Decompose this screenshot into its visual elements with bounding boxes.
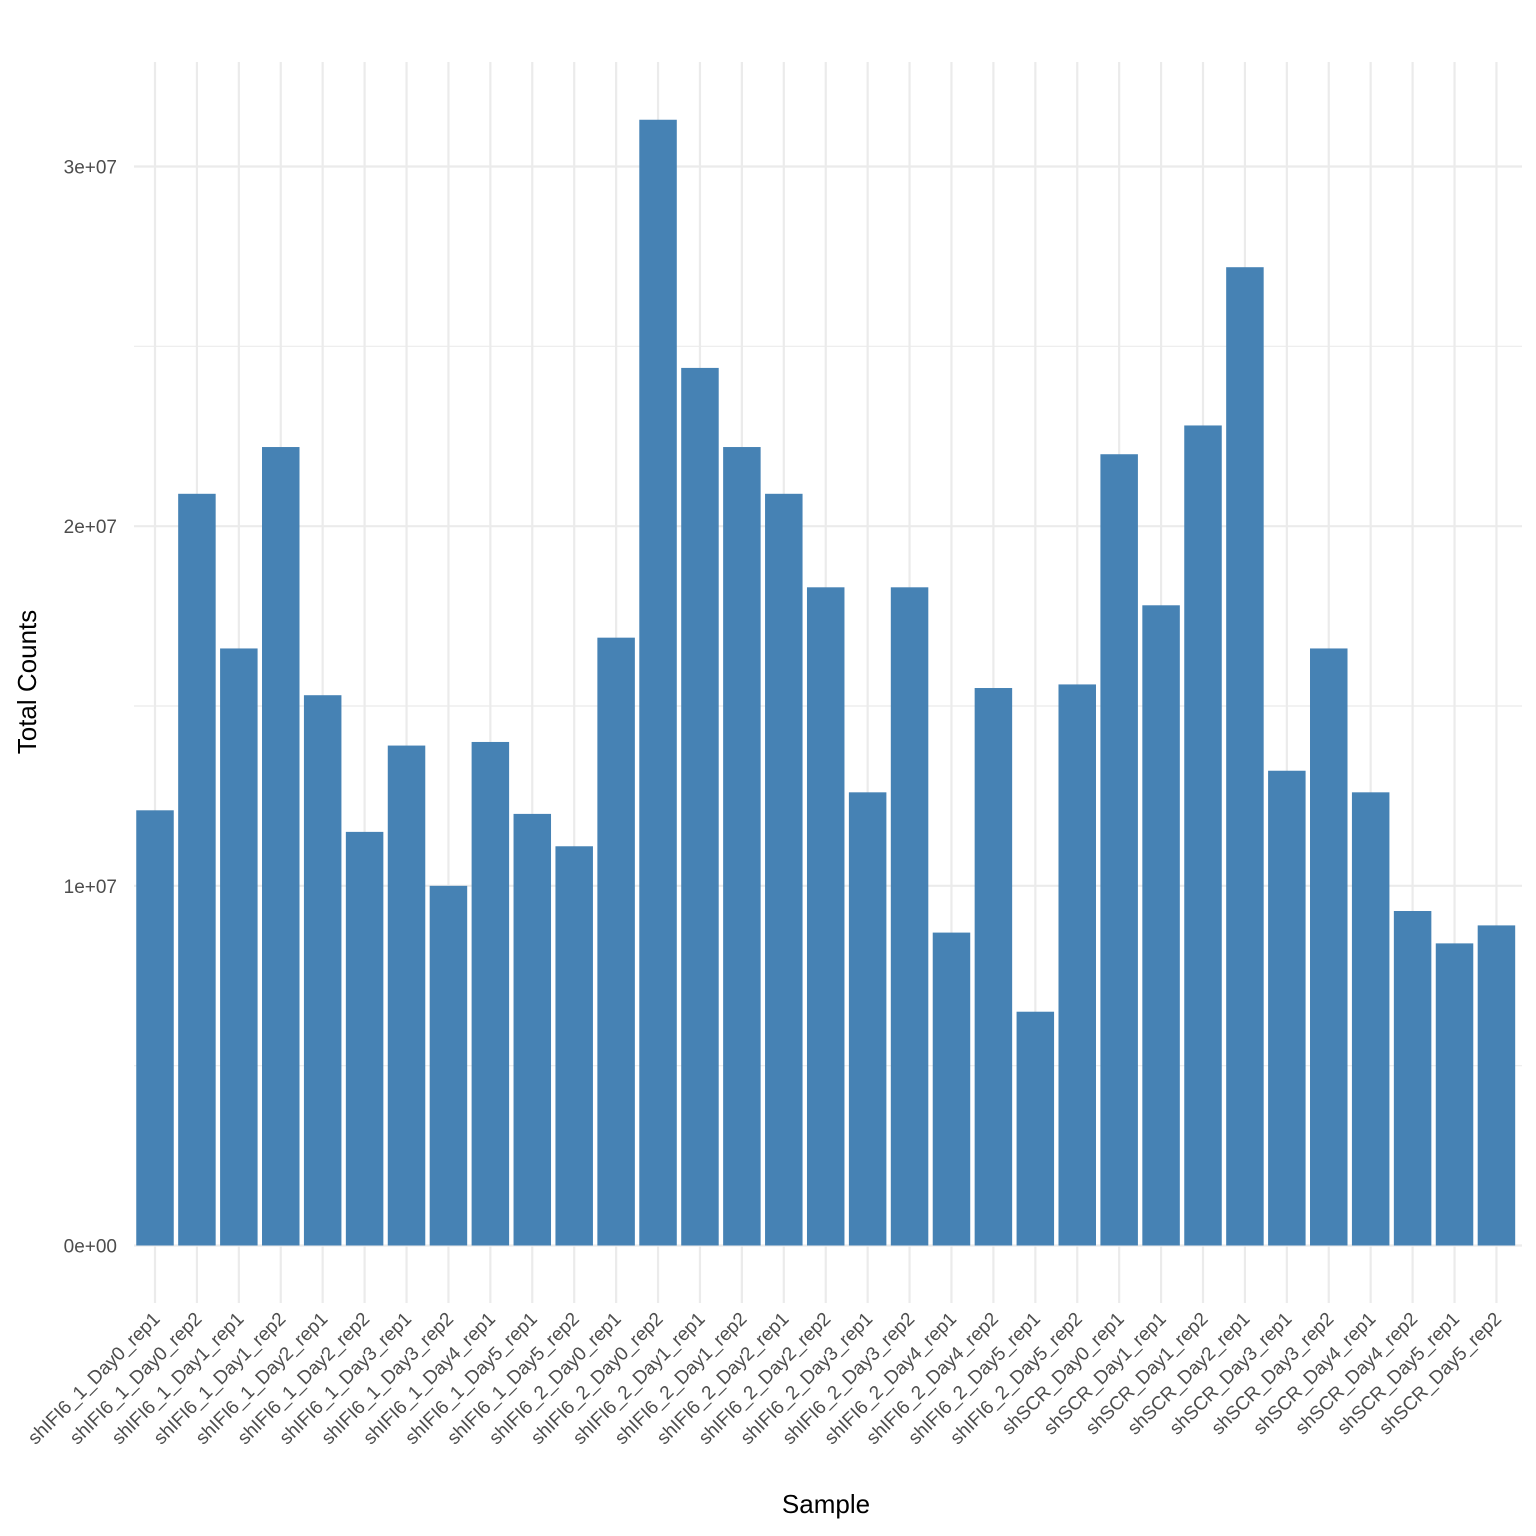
bar-shSCR_Day4_rep2 [1393, 911, 1432, 1246]
y-axis-title: Total Counts [12, 610, 42, 755]
bar-shIFI6_1_Day5_rep2 [555, 846, 593, 1246]
y-axis-ticks: 0e+00 1e+07 2e+07 3e+07 [64, 158, 117, 1258]
bar-shIFI6_1_Day1_rep1 [220, 648, 258, 1246]
bar-shIFI6_2_Day4_rep1 [932, 932, 971, 1246]
bar-shIFI6_2_Day1_rep1 [681, 367, 719, 1246]
bar-shIFI6_1_Day4_rep1 [471, 741, 510, 1246]
bar-shSCR_Day3_rep1 [1268, 770, 1306, 1246]
bar-shIFI6_2_Day5_rep1 [1016, 1011, 1055, 1246]
bar-shIFI6_1_Day0_rep2 [178, 493, 216, 1246]
bar-shSCR_Day5_rep1 [1435, 943, 1474, 1246]
bar-shIFI6_1_Day2_rep2 [345, 831, 384, 1246]
x-axis-ticks: shIFI6_1_Day0_rep1shIFI6_1_Day0_rep2shIF… [24, 1309, 1506, 1449]
bar-shSCR_Day5_rep2 [1477, 925, 1516, 1246]
bar-shIFI6_1_Day0_rep1 [136, 810, 174, 1246]
bar-shSCR_Day4_rep1 [1351, 792, 1390, 1246]
bar-shIFI6_2_Day3_rep2 [890, 587, 929, 1246]
bar-shIFI6_1_Day3_rep1 [387, 745, 426, 1246]
bar-shIFI6_1_Day3_rep2 [429, 885, 468, 1246]
bar-shSCR_Day2_rep1 [1226, 267, 1264, 1246]
bar-shIFI6_1_Day2_rep1 [303, 695, 342, 1246]
bar-shIFI6_1_Day5_rep1 [513, 813, 552, 1246]
y-tick-label: 2e+07 [64, 517, 117, 538]
bar-shIFI6_2_Day2_rep2 [806, 587, 845, 1246]
bar-shIFI6_2_Day3_rep1 [848, 792, 887, 1246]
bar-shIFI6_2_Day0_rep1 [597, 637, 635, 1246]
x-axis-title: Sample [782, 1489, 870, 1519]
bar-shIFI6_2_Day1_rep2 [723, 447, 761, 1246]
bar-shIFI6_1_Day1_rep2 [262, 447, 300, 1246]
bar-shIFI6_2_Day4_rep2 [974, 688, 1013, 1246]
y-tick-label: 1e+07 [64, 877, 117, 898]
bar-shIFI6_2_Day0_rep2 [639, 119, 677, 1246]
bar-shSCR_Day0_rep1 [1100, 454, 1138, 1246]
y-tick-label: 0e+00 [64, 1237, 117, 1258]
bar-shIFI6_2_Day5_rep2 [1058, 684, 1096, 1246]
bar-shSCR_Day1_rep1 [1142, 605, 1180, 1246]
bar-shIFI6_2_Day2_rep1 [765, 493, 803, 1246]
bars [136, 119, 1516, 1246]
bar-shSCR_Day3_rep2 [1310, 648, 1348, 1246]
y-tick-label: 3e+07 [64, 158, 117, 179]
bar-shSCR_Day1_rep2 [1184, 425, 1222, 1246]
